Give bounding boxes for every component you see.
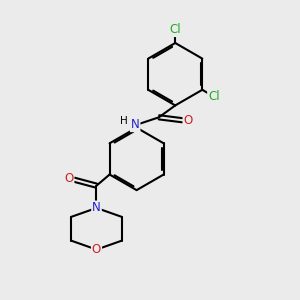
Text: O: O bbox=[92, 243, 101, 256]
Text: H: H bbox=[120, 116, 128, 126]
Text: O: O bbox=[183, 114, 193, 127]
Text: Cl: Cl bbox=[169, 23, 181, 36]
Text: N: N bbox=[131, 118, 140, 131]
Text: O: O bbox=[64, 172, 74, 185]
Text: N: N bbox=[92, 202, 101, 214]
Text: Cl: Cl bbox=[208, 90, 220, 103]
